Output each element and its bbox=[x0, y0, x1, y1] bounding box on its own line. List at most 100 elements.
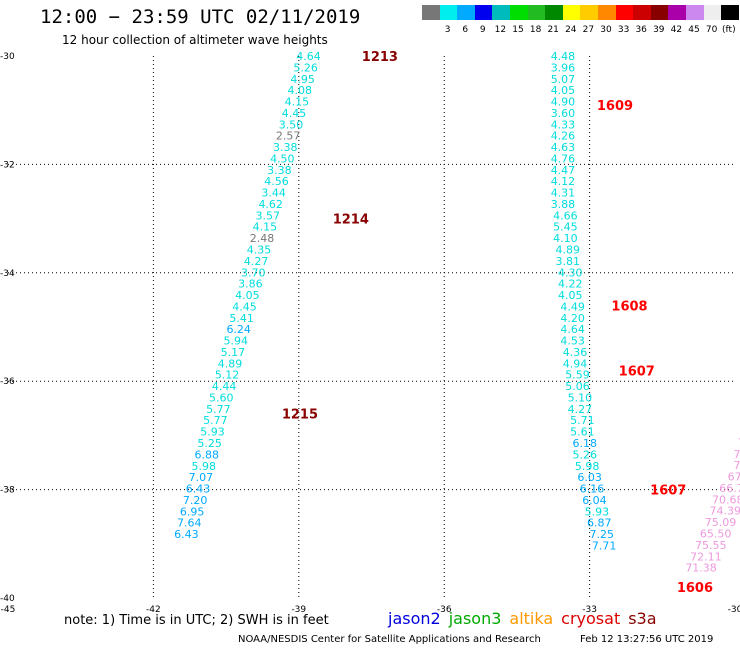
wave-height-value: 4.27 bbox=[244, 255, 269, 268]
wave-height-value: 3.81 bbox=[556, 255, 581, 268]
wave-height-value: 5.26 bbox=[573, 448, 598, 461]
wave-height-value: 4.95 bbox=[290, 73, 315, 86]
x-tick-label: -30 bbox=[728, 605, 740, 615]
scale-label: 42 bbox=[670, 25, 683, 35]
wave-height-value: 75.09 bbox=[705, 516, 737, 529]
legend-s3a: s3a bbox=[628, 609, 657, 628]
time-label: 1607 bbox=[619, 364, 655, 379]
scale-swatch bbox=[650, 5, 669, 20]
satellite-legend: jason2 jason3 altika cryosat s3a bbox=[388, 609, 665, 628]
wave-height-value: 4.76 bbox=[551, 152, 576, 165]
wave-height-value: 6.18 bbox=[573, 437, 598, 450]
wave-height-value: 4.35 bbox=[247, 243, 272, 256]
wave-height-value: 4.89 bbox=[218, 357, 243, 370]
y-tick-label: -36 bbox=[0, 377, 15, 387]
wave-height-value: 4.56 bbox=[264, 175, 289, 188]
scale-swatch bbox=[598, 5, 616, 20]
wave-height-value: 5.60 bbox=[209, 391, 234, 404]
scale-label: 6 bbox=[462, 25, 469, 35]
wave-height-value: 70.68 bbox=[712, 493, 740, 506]
wave-height-value: 4.36 bbox=[563, 346, 588, 359]
scale-swatch bbox=[492, 5, 511, 20]
scale-swatch bbox=[668, 5, 687, 20]
time-label: 1606 bbox=[677, 581, 713, 596]
time-label: 1607 bbox=[650, 484, 686, 499]
wave-height-value: 7.25 bbox=[589, 528, 614, 541]
wave-height-value: 7.07 bbox=[189, 471, 214, 484]
wave-height-value: 5.77 bbox=[203, 414, 228, 427]
time-label: 1608 bbox=[611, 299, 647, 314]
wave-height-value: 3.44 bbox=[261, 187, 286, 200]
wave-height-value: 78. bbox=[734, 448, 740, 461]
wave-height-value: 4.66 bbox=[553, 209, 578, 222]
wave-height-value: 5.17 bbox=[221, 346, 246, 359]
wave-height-value: 4.12 bbox=[551, 175, 576, 188]
wave-height-value: 3.60 bbox=[551, 107, 576, 120]
scale-swatch bbox=[633, 5, 652, 20]
wave-height-value: 4.45 bbox=[282, 107, 307, 120]
wave-height-value: 5.07 bbox=[551, 73, 576, 86]
wave-height-value: 4.05 bbox=[235, 289, 260, 302]
wave-height-value: 3.50 bbox=[279, 118, 304, 131]
wave-height-value: 5.12 bbox=[215, 369, 240, 382]
scale-swatch bbox=[527, 5, 546, 20]
wave-height-value: 7.64 bbox=[177, 517, 202, 530]
scale-swatch bbox=[439, 5, 458, 20]
wave-height-value: 4.15 bbox=[253, 221, 278, 234]
wave-height-value: 5.41 bbox=[229, 312, 254, 325]
wave-height-value: 5.59 bbox=[565, 369, 590, 382]
notes-text: note: 1) Time is in UTC; 2) SWH is in fe… bbox=[64, 613, 329, 628]
wave-height-value: 74.39 bbox=[710, 505, 740, 518]
wave-height-value: 4.45 bbox=[232, 300, 257, 313]
wave-height-value: 65.50 bbox=[700, 528, 732, 541]
wave-height-value: 5.25 bbox=[197, 437, 222, 450]
wave-height-value: 3.57 bbox=[256, 209, 281, 222]
scale-label: 21 bbox=[547, 25, 559, 35]
wave-height-value: 4.64 bbox=[296, 50, 321, 63]
wave-height-value: 4.20 bbox=[560, 312, 585, 325]
x-tick-label: -33 bbox=[582, 605, 597, 615]
scale-label: 45 bbox=[688, 25, 700, 35]
wave-height-value: 4.90 bbox=[551, 96, 576, 109]
time-label: 1213 bbox=[362, 50, 398, 65]
wave-height-value: 6.43 bbox=[186, 483, 211, 496]
wave-height-value: 4.53 bbox=[560, 335, 585, 348]
y-tick-label: -32 bbox=[0, 160, 15, 170]
scale-label: 39 bbox=[653, 25, 665, 35]
y-tick-label: -34 bbox=[0, 269, 15, 279]
wave-height-value: 6.43 bbox=[174, 528, 199, 541]
scale-label: 9 bbox=[479, 25, 486, 35]
wave-height-value: 6.03 bbox=[577, 471, 602, 484]
map-title: 12:00 − 23:59 UTC 02/11/2019 bbox=[40, 6, 361, 28]
scale-swatch bbox=[422, 5, 440, 20]
scale-swatch bbox=[615, 5, 634, 20]
wave-height-value: 4.48 bbox=[551, 50, 576, 63]
scale-label: 33 bbox=[617, 25, 630, 35]
scale-label: 27 bbox=[582, 25, 595, 35]
wave-height-value: 3.70 bbox=[241, 266, 266, 279]
scale-swatch bbox=[686, 5, 704, 20]
wave-height-value: 6.16 bbox=[580, 483, 605, 496]
wave-height-value: 5.94 bbox=[224, 335, 249, 348]
legend-jason2: jason2 bbox=[388, 609, 441, 628]
wave-height-value: 3.96 bbox=[551, 61, 576, 74]
map-subtitle: 12 hour collection of altimeter wave hei… bbox=[62, 33, 328, 47]
wave-height-value: 75. bbox=[734, 459, 740, 472]
scale-unit: (ft) bbox=[722, 25, 736, 35]
wave-height-value: 4.63 bbox=[551, 141, 576, 154]
wave-height-value: 5.98 bbox=[192, 460, 217, 473]
wave-height-value: 3.88 bbox=[551, 198, 576, 211]
scale-label: 12 bbox=[494, 25, 507, 35]
wave-height-value: 5.93 bbox=[200, 426, 225, 439]
wave-height-value: 4.50 bbox=[270, 152, 295, 165]
time-label: 1609 bbox=[597, 99, 633, 114]
x-tick-label: -45 bbox=[1, 605, 16, 615]
wave-height-value: 4.10 bbox=[553, 232, 578, 245]
scale-label: 15 bbox=[512, 25, 524, 35]
credit-text: NOAA/NESDIS Center for Satellite Applica… bbox=[238, 634, 541, 645]
wave-height-value: 4.94 bbox=[563, 357, 588, 370]
wave-height-value: 5.61 bbox=[570, 426, 595, 439]
y-tick-label: -38 bbox=[0, 486, 15, 496]
timestamp: Feb 12 13:27:56 UTC 2019 bbox=[580, 634, 714, 645]
